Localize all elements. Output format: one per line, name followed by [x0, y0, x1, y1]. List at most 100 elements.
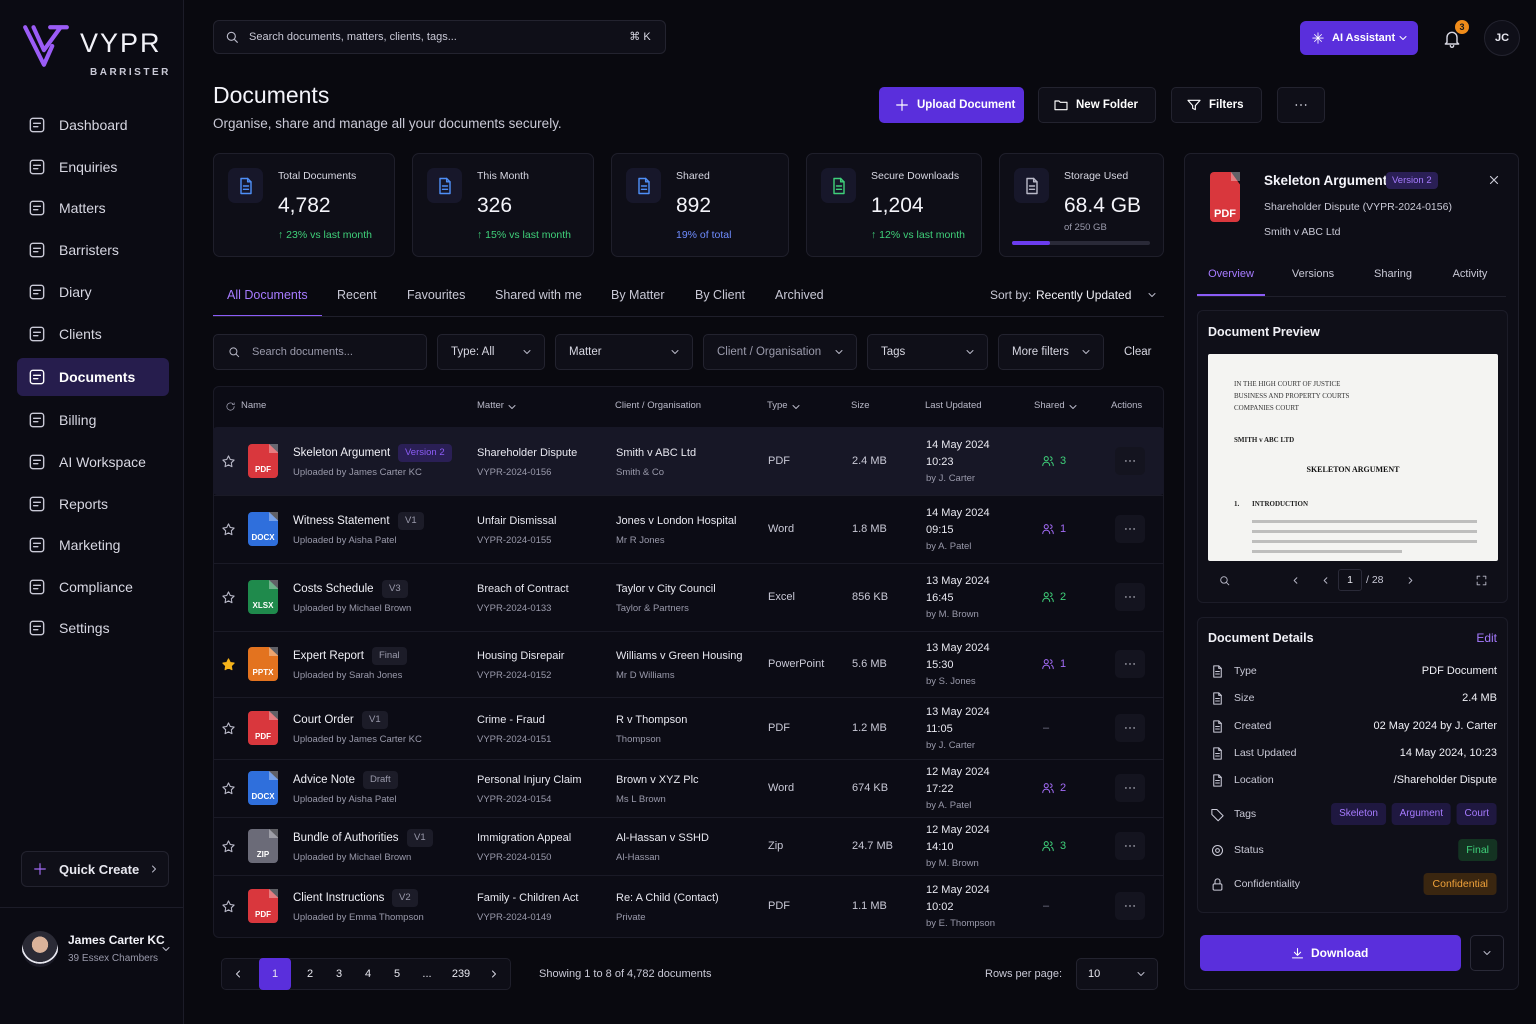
download-menu[interactable] [1470, 935, 1504, 971]
doc-name[interactable]: Witness Statement [293, 514, 390, 527]
column-header: Last Updated [925, 400, 982, 411]
file-type: Word [768, 523, 795, 535]
rows-value: 10 [1088, 968, 1101, 980]
chevron-part [792, 405, 800, 409]
action-button[interactable] [1038, 87, 1156, 123]
tab[interactable]: By Matter [611, 288, 665, 302]
doc-name[interactable]: Skeleton Argument [293, 446, 391, 459]
matter-id: VYPR-2024-0156 [477, 467, 552, 478]
column-header: Shared [1034, 400, 1065, 411]
panel-tab[interactable]: Sharing [1374, 268, 1412, 280]
page-number[interactable]: ... [422, 968, 432, 980]
filter-dropdown[interactable] [555, 334, 693, 370]
rows-select[interactable] [1076, 958, 1158, 990]
preview-text: BUSINESS AND PROPERTY COURTS [1234, 391, 1350, 400]
detail-label: Tags [1234, 808, 1257, 820]
filter-dropdown[interactable] [998, 334, 1104, 370]
doc-name[interactable]: Client Instructions [293, 891, 385, 904]
nav-item[interactable]: Matters [59, 200, 106, 216]
matter-id: VYPR-2024-0151 [477, 734, 552, 745]
doc-name[interactable]: Costs Schedule [293, 582, 374, 595]
nav-icon-part [32, 247, 42, 253]
updated-by: by E. Thompson [926, 918, 996, 929]
nav-item[interactable]: Diary [59, 284, 92, 300]
preview-text: COMPANIES COURT [1234, 403, 1299, 412]
doc-uploader: Uploaded by Emma Thompson [293, 912, 424, 923]
filter-label: Type: All [451, 345, 495, 358]
star [221, 899, 235, 912]
doc-name[interactable]: Advice Note [293, 773, 356, 786]
action-button[interactable] [1171, 87, 1262, 123]
nav-item[interactable]: Clients [59, 326, 102, 342]
matter: Shareholder Dispute [477, 447, 578, 459]
version-badge: V1 [362, 711, 388, 729]
tab[interactable]: All Documents [227, 288, 308, 302]
nav-icon-part [29, 284, 45, 300]
tab[interactable]: Archived [775, 288, 824, 302]
doc-name[interactable]: Expert Report [293, 649, 364, 662]
filter-dropdown[interactable] [437, 334, 545, 370]
nav-item[interactable]: Enquiries [59, 159, 118, 175]
action-icon-part [1187, 99, 1201, 111]
star-part [221, 839, 235, 852]
tab[interactable]: Favourites [407, 288, 466, 302]
ai-button-label: AI Assistant [1332, 32, 1396, 44]
nav-item[interactable]: Documents [59, 369, 136, 385]
panel-tab[interactable]: Activity [1452, 268, 1488, 280]
nav-item[interactable]: AI Workspace [59, 454, 146, 470]
chevron [1137, 972, 1145, 976]
nav-icon-part [32, 331, 42, 337]
brand-sub: BARRISTER [90, 66, 171, 78]
doc-uploader: Uploaded by Aisha Patel [293, 794, 397, 805]
panel-tab[interactable]: Overview [1208, 268, 1254, 280]
page-number[interactable]: 5 [393, 968, 401, 980]
nav-icon-part [29, 117, 45, 133]
lock-icon [1212, 877, 1222, 891]
nav-item[interactable]: Marketing [59, 537, 121, 553]
dots-icon [1125, 787, 1135, 789]
global-search[interactable] [213, 20, 666, 54]
nav-icon-part [32, 501, 42, 507]
nav-item[interactable]: Settings [59, 620, 110, 636]
chevron-right-part [152, 865, 156, 873]
page-number[interactable]: 1 [271, 968, 279, 980]
download-button[interactable] [1200, 935, 1461, 971]
user-initials-circle[interactable] [1484, 20, 1520, 56]
nav-item[interactable]: Dashboard [59, 117, 128, 133]
tab[interactable]: Shared with me [495, 288, 582, 302]
tab[interactable]: By Client [695, 288, 746, 302]
doc-icon-part [1214, 773, 1222, 784]
page-number[interactable]: 3 [335, 968, 343, 980]
version-badge: V1 [407, 829, 433, 847]
nav-item[interactable]: Barristers [59, 242, 119, 258]
updated-by: by J. Carter [926, 473, 976, 484]
page-number[interactable]: 2 [306, 968, 314, 980]
page-number[interactable]: 4 [364, 968, 372, 980]
details-edit[interactable]: Edit [1476, 631, 1497, 645]
page-number[interactable]: 239 [451, 968, 471, 980]
file-icon [248, 512, 278, 546]
client: Williams v Green Housing [616, 650, 743, 662]
people-icon [1042, 841, 1054, 852]
sort-value: Recently Updated [1036, 288, 1132, 302]
nav-item[interactable]: Compliance [59, 579, 133, 595]
tab[interactable]: Recent [337, 288, 377, 302]
chevron-part [523, 350, 531, 354]
row-divider [213, 631, 1164, 632]
logo-mark-part [23, 25, 69, 67]
expand-icon-part [1476, 575, 1486, 585]
matter-id: VYPR-2024-0149 [477, 912, 552, 923]
matter-id: VYPR-2024-0150 [477, 852, 552, 863]
filter-clear[interactable]: Clear [1124, 345, 1152, 358]
first-page-part [1323, 576, 1327, 584]
preview-line [1252, 550, 1402, 553]
nav-item[interactable]: Reports [59, 496, 109, 512]
filter-search[interactable] [213, 334, 427, 370]
nav-item[interactable]: Billing [59, 412, 97, 428]
panel-tab[interactable]: Versions [1291, 268, 1335, 280]
doc-name[interactable]: Bundle of Authorities [293, 831, 399, 844]
doc-name[interactable]: Court Order [293, 713, 354, 726]
filter-dropdown[interactable] [703, 334, 857, 370]
client-sub: Private [616, 912, 646, 923]
